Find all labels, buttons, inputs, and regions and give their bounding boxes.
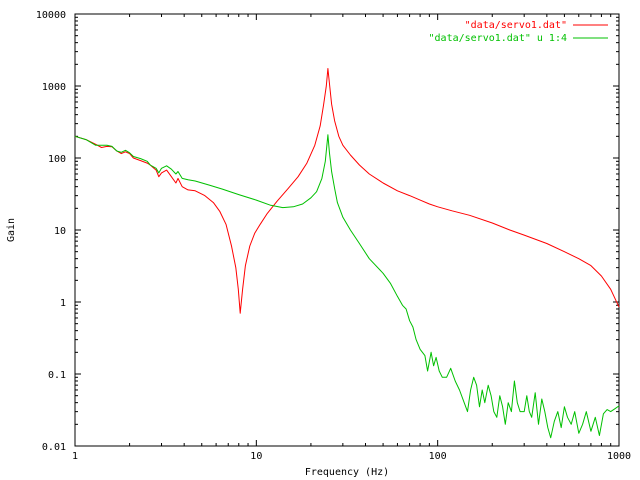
y-tick-label: 1000 [42,82,66,93]
x-tick-label: 10 [250,451,262,462]
series-line-1 [74,68,620,314]
y-axis-title: Gain [6,218,17,242]
x-tick-label: 100 [429,451,447,462]
legend: "data/servo1.dat" "data/servo1.dat" u 1:4 [429,20,608,44]
series-lines [74,68,620,439]
legend-label-2: "data/servo1.dat" u 1:4 [429,33,567,44]
y-tick-label: 10000 [36,10,66,21]
x-tick-label: 1000 [607,451,631,462]
x-tick-label: 1 [72,451,78,462]
plot-frame-group [74,13,620,447]
y-tick-label: 0.1 [48,370,66,381]
y-tick-label: 0.01 [42,442,66,453]
x-axis-title: Frequency (Hz) [305,467,389,478]
axis-tick-labels: 1 10 100 1000 0.01 0.1 1 10 100 1000 10000 [36,10,631,462]
legend-label-1: "data/servo1.dat" [465,20,567,31]
axis-ticks [74,14,619,447]
series-line-2 [74,134,620,439]
y-tick-label: 10 [54,226,66,237]
y-tick-label: 100 [48,154,66,165]
y-tick-label: 1 [60,298,66,309]
plot-frame [74,13,620,447]
